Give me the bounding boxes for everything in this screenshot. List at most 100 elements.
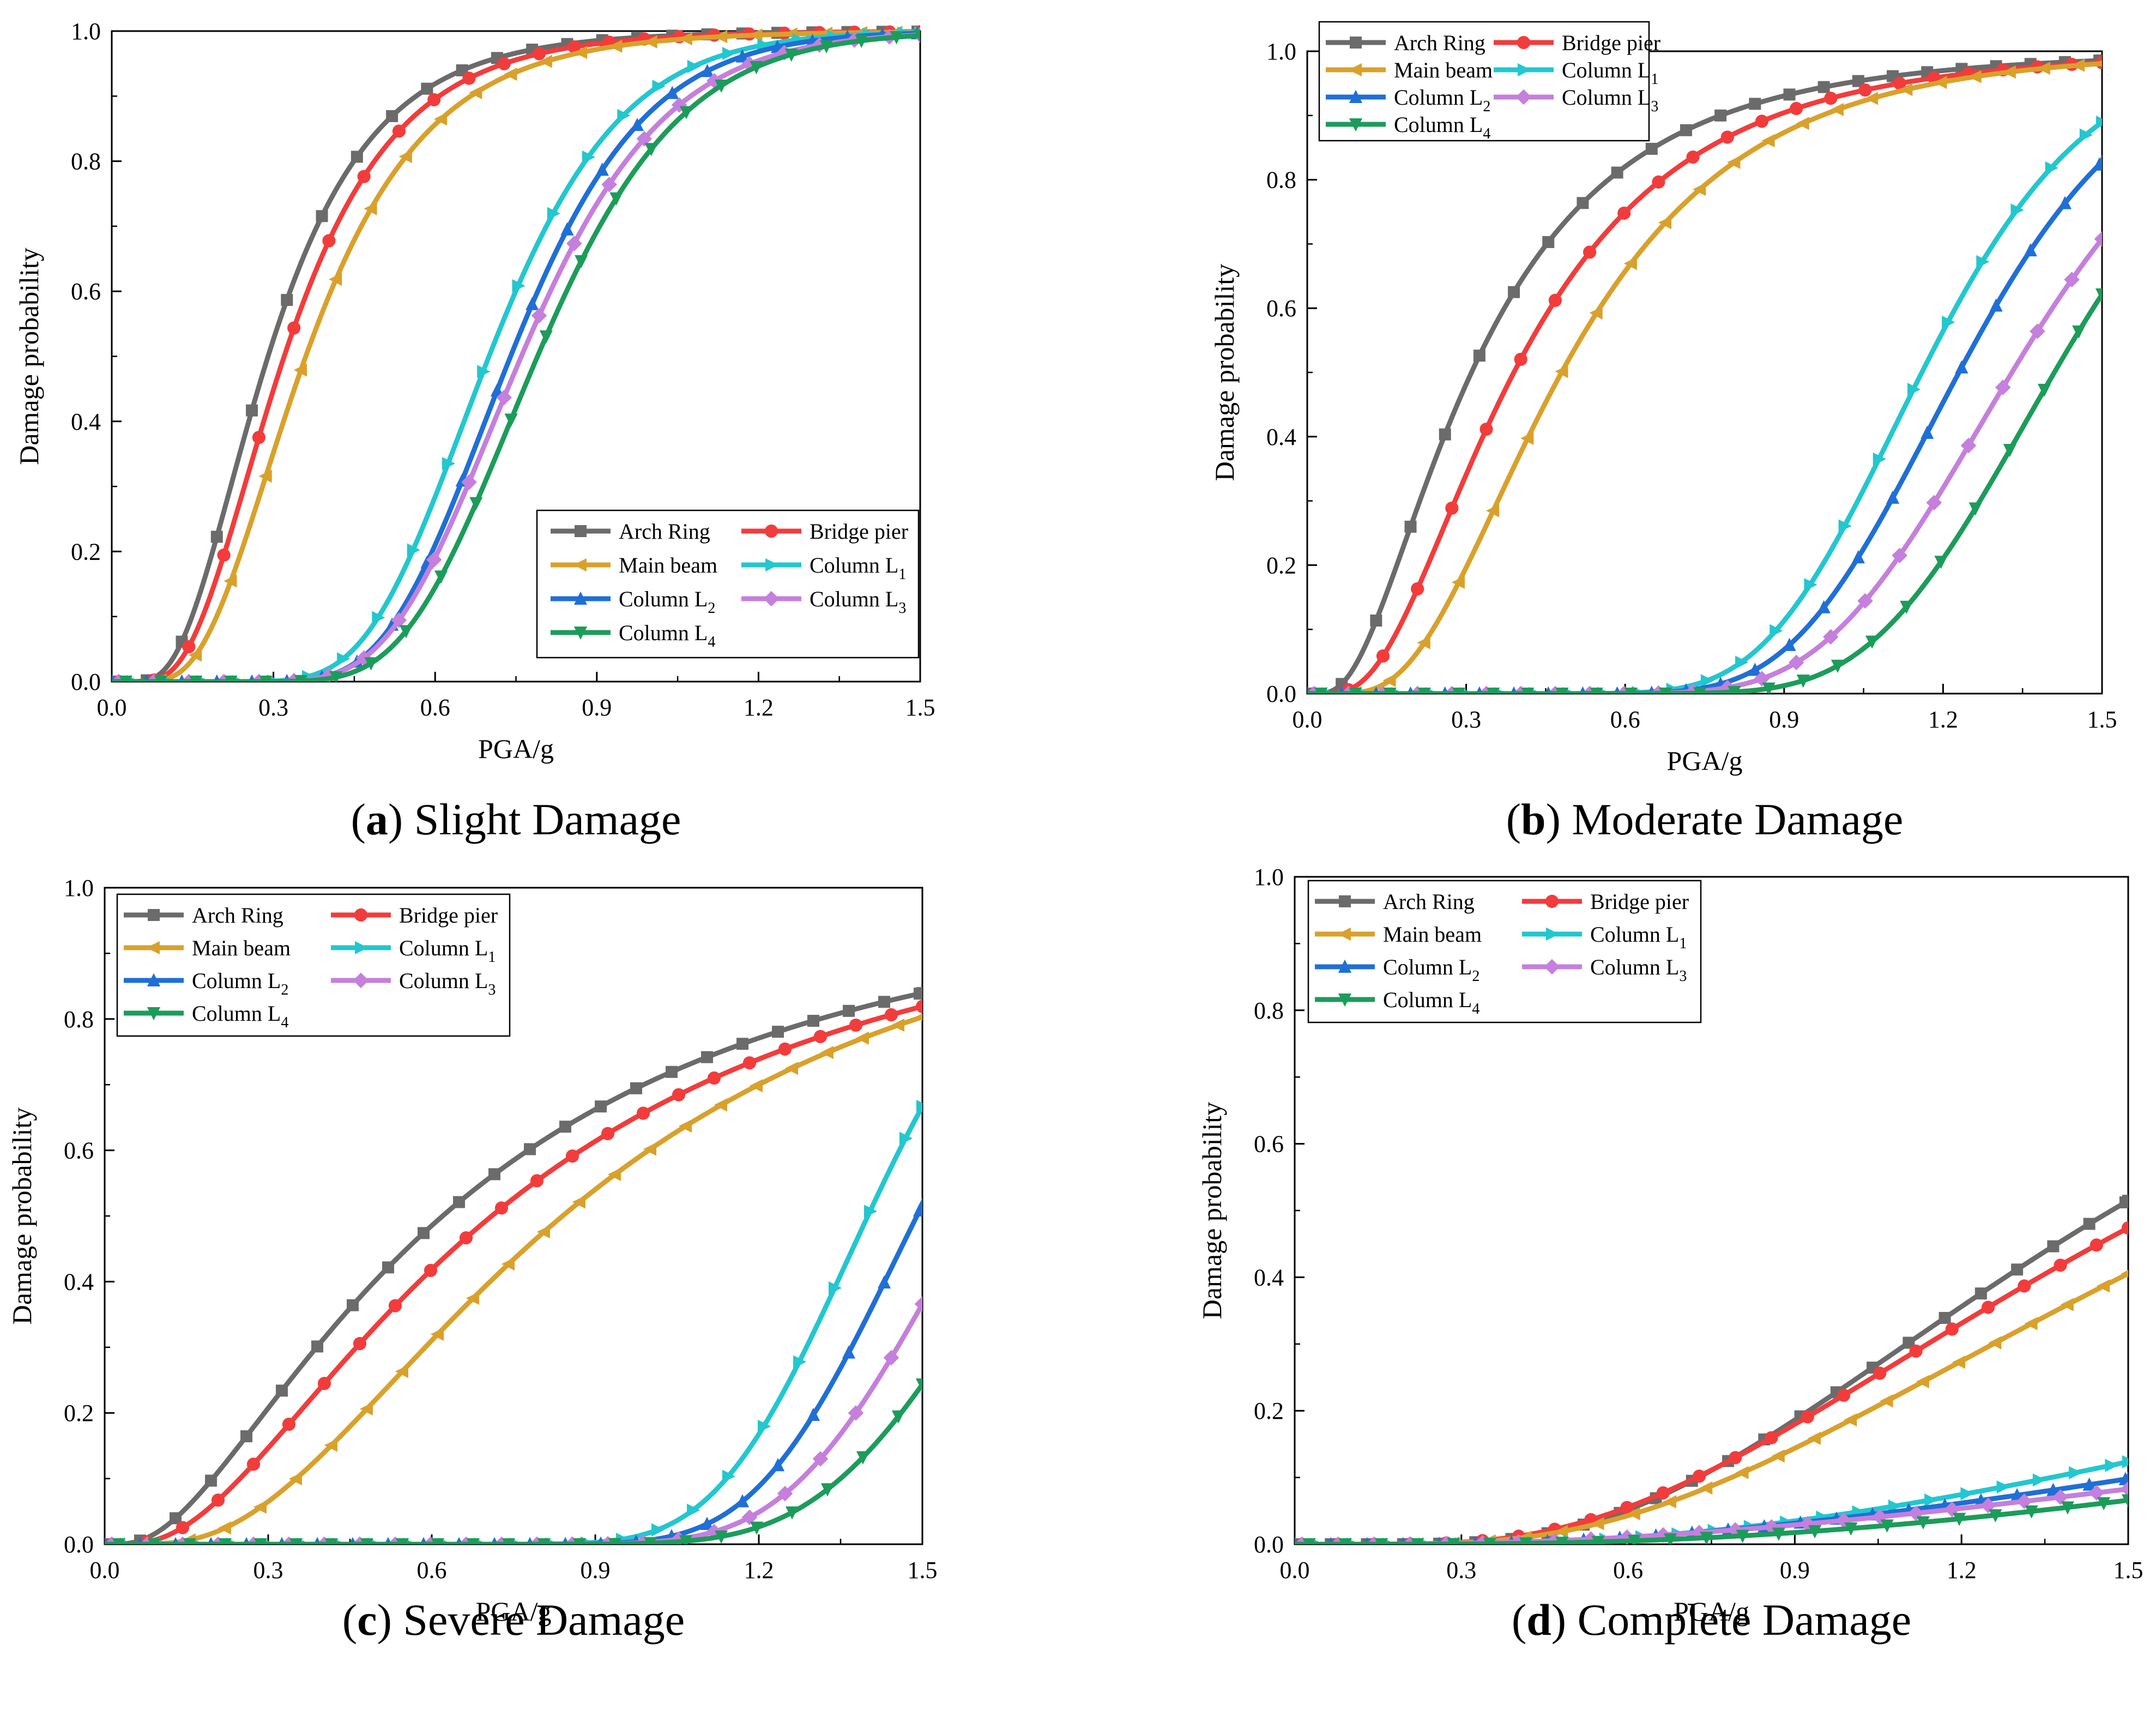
data-point-L1 xyxy=(687,59,700,74)
data-point-L4 xyxy=(253,1538,268,1544)
data-point-beam xyxy=(2037,62,2051,75)
data-point-L3 xyxy=(1995,380,2011,395)
data-point-pier xyxy=(1445,501,1459,515)
data-point-arch xyxy=(1783,88,1796,101)
data-point-L1 xyxy=(2105,1459,2118,1472)
data-point-L4 xyxy=(856,1451,870,1465)
data-point-L4 xyxy=(1487,688,1500,694)
data-point-beam xyxy=(1417,636,1430,649)
data-point-beam xyxy=(644,35,657,49)
series-beam xyxy=(1307,58,2102,694)
data-point-arch xyxy=(666,1065,678,1078)
data-point-L2 xyxy=(735,1494,750,1508)
data-point-L1 xyxy=(2045,161,2058,175)
data-point-L4 xyxy=(1693,687,1707,694)
data-point-beam xyxy=(2060,1298,2074,1311)
data-point-L2 xyxy=(2121,1471,2128,1485)
data-point-arch xyxy=(1852,75,1864,87)
data-point-L1 xyxy=(757,38,771,52)
data-point-pier xyxy=(317,1377,331,1390)
legend-subscript: 4 xyxy=(1472,1001,1479,1017)
data-point-L2 xyxy=(490,383,504,397)
x-tick-label: 0.6 xyxy=(1610,706,1640,733)
data-point-beam xyxy=(1555,1525,1568,1538)
data-point-beam xyxy=(1844,1413,1857,1427)
series-L4 xyxy=(1295,1494,2128,1544)
series-line-pier xyxy=(1307,60,2102,694)
data-point-L4 xyxy=(1796,675,1810,688)
data-point-L4 xyxy=(2003,444,2016,457)
data-point-L2 xyxy=(2082,1477,2096,1491)
y-tick-label: 1.0 xyxy=(1254,864,1284,890)
x-axis-label: PGA/g xyxy=(476,1596,552,1627)
y-axis-label: Damage probability xyxy=(1197,1102,1227,1320)
data-point-pier xyxy=(282,1417,296,1431)
data-point-L4 xyxy=(259,675,273,682)
data-point-beam xyxy=(539,55,552,68)
square-marker-icon xyxy=(575,525,587,537)
x-axis-label: PGA/g xyxy=(1667,745,1743,776)
data-point-L4 xyxy=(154,676,168,682)
data-point-L1 xyxy=(1888,1500,1902,1513)
legend-subscript: 1 xyxy=(898,566,906,583)
data-point-L4 xyxy=(189,676,203,682)
series-L4 xyxy=(112,29,920,682)
data-point-arch xyxy=(559,1121,571,1133)
data-point-beam xyxy=(1589,306,1603,320)
data-point-L4 xyxy=(820,1483,835,1497)
data-point-L4 xyxy=(2097,1497,2111,1510)
data-point-arch xyxy=(701,1051,713,1063)
data-point-beam xyxy=(1796,117,1809,130)
data-point-arch xyxy=(736,1038,748,1050)
data-point-L4 xyxy=(1953,1513,1966,1526)
data-point-L3 xyxy=(1823,629,1839,645)
data-point-L2 xyxy=(1921,425,1934,439)
data-point-L2 xyxy=(630,118,644,131)
x-tick-label: 0.3 xyxy=(258,694,288,721)
data-point-beam xyxy=(784,1062,798,1075)
data-point-beam xyxy=(1520,431,1534,445)
data-point-arch xyxy=(1611,166,1623,179)
data-point-beam xyxy=(430,1327,444,1341)
data-point-beam xyxy=(2002,65,2016,79)
data-point-beam xyxy=(643,1142,656,1156)
data-point-L1 xyxy=(1770,624,1783,637)
data-point-L4 xyxy=(915,1378,922,1392)
data-point-L4 xyxy=(1700,1532,1713,1544)
data-point-L4 xyxy=(1762,682,1775,694)
data-point-L4 xyxy=(644,143,658,156)
data-point-beam xyxy=(1693,183,1706,196)
data-point-arch xyxy=(453,1196,465,1208)
y-tick-label: 0.6 xyxy=(71,278,101,305)
data-point-pier xyxy=(1686,150,1700,164)
series-line-L3 xyxy=(1307,237,2102,694)
data-point-L1 xyxy=(1804,578,1817,592)
circle-marker-icon xyxy=(354,908,368,922)
chart-panel-c: 0.0 0.3 0.6 0.9 1.2 1.5 0.0 0.2 0.4 0.6 0.8 1.0 PGA/… xyxy=(7,875,938,1645)
data-point-L2 xyxy=(2046,1483,2060,1496)
data-point-arch xyxy=(351,150,363,163)
data-point-L3 xyxy=(2064,272,2080,288)
x-tick-label: 1.5 xyxy=(2087,706,2117,733)
series-L1 xyxy=(105,1100,922,1544)
data-point-L4 xyxy=(1663,1533,1677,1544)
data-point-pier xyxy=(813,1029,828,1044)
data-point-L4 xyxy=(784,48,798,62)
data-point-beam xyxy=(1382,673,1396,687)
data-point-L3 xyxy=(1655,1527,1671,1543)
y-axis-label: Damage probability xyxy=(14,248,44,465)
y-tick-label: 1.0 xyxy=(64,875,94,901)
data-point-L1 xyxy=(2122,1455,2128,1468)
data-point-L4 xyxy=(1880,1519,1894,1533)
data-point-beam xyxy=(2121,1270,2128,1278)
data-point-arch xyxy=(807,1015,819,1027)
data-point-L1 xyxy=(1960,1487,1974,1501)
y-tick-label: 0.8 xyxy=(71,148,101,175)
data-point-pier xyxy=(742,1056,757,1070)
series-line-L4 xyxy=(105,1383,922,1544)
data-point-arch xyxy=(2011,1263,2024,1276)
data-point-L1 xyxy=(547,207,560,220)
data-point-arch xyxy=(205,1474,217,1487)
